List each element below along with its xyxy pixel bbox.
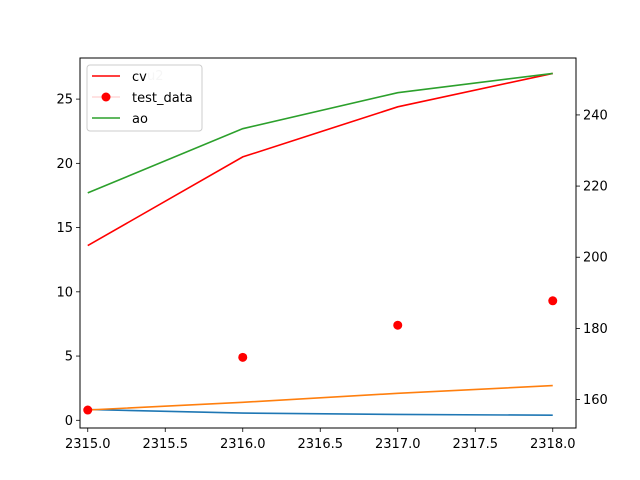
- series-line-ao: [87, 72, 553, 194]
- x-axis: 2315.0 2315.5 2316.0 2316.5 2317.0 2317.5 2318…: [65, 428, 576, 452]
- x-tick-label: 2318.0: [530, 437, 576, 452]
- series-line-cv: [87, 72, 553, 247]
- y-axis-right: 160 180 200 220 240: [576, 108, 608, 408]
- y-axis-left: 0 5 10 15 20 25: [56, 93, 80, 429]
- legend-label-ao: ao: [132, 112, 148, 127]
- data-point-test-data-3: [548, 296, 558, 306]
- legend-label-cv: cv: [132, 70, 147, 85]
- y-left-tick-label: 5: [65, 350, 73, 365]
- y-right-tick-label: 180: [583, 322, 608, 337]
- y-right-tick-label: 220: [583, 180, 608, 195]
- plot-frame: [79, 57, 577, 429]
- x-tick-label: 2317.0: [375, 437, 421, 452]
- x-tick-label: 2316.5: [298, 437, 344, 452]
- series-line-series-4: [87, 384, 553, 411]
- x-tick-label: 2315.0: [65, 437, 111, 452]
- y-right-tick-label: 240: [583, 108, 608, 123]
- y-right-tick-label: 160: [583, 393, 608, 408]
- data-point-test-data-0: [83, 405, 93, 415]
- x-tick-label: 2316.0: [220, 437, 266, 452]
- y-left-tick-label: 0: [65, 414, 73, 429]
- y-left-tick-label: 25: [56, 93, 73, 108]
- x-tick-label: 2317.5: [453, 437, 499, 452]
- series-lines: [87, 72, 553, 416]
- y-left-tick-label: 15: [56, 221, 73, 236]
- legend-label-test-data: test_data: [132, 91, 193, 106]
- data-point-test-data-1: [238, 352, 248, 362]
- legend: u2 cv test_data ao: [86, 64, 203, 132]
- x-tick-label: 2315.5: [143, 437, 189, 452]
- y-right-tick-label: 200: [583, 251, 608, 266]
- series-points: [83, 296, 558, 415]
- legend-box: [86, 64, 203, 132]
- y-left-tick-label: 10: [56, 285, 73, 300]
- series-line-series-3: [87, 408, 553, 416]
- y-left-tick-label: 20: [56, 157, 73, 172]
- data-point-test-data-2: [393, 320, 403, 330]
- legend-swatch-test-data: [101, 92, 111, 102]
